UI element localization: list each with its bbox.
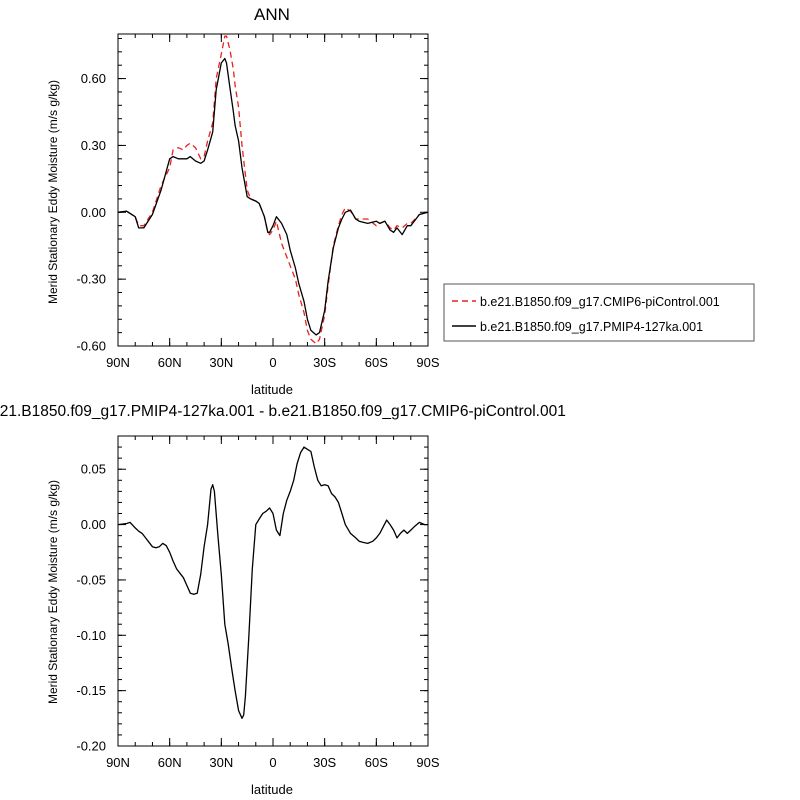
- top-chart-x-ticks: 90N 60N 30N 0 30S 60S 90S: [106, 34, 440, 370]
- bottom-x-tick-label: 0: [269, 755, 276, 770]
- bottom-chart-x-axis-label: latitude: [251, 782, 293, 797]
- bottom-chart-panel: b.e21.B1850.f09_g17.PMIP4-127ka.001 - b.…: [0, 403, 566, 797]
- bottom-x-tick-label: 60N: [158, 755, 182, 770]
- top-chart-panel: ANN 90N 60N 30N 0 30S 60S 90S 0.60 0.30 0.00 -0.3…: [46, 5, 440, 397]
- top-chart-y-ticks: 0.60 0.30 0.00 -0.30 -0.60: [76, 37, 428, 354]
- legend-label-127ka: b.e21.B1850.f09_g17.PMIP4-127ka.001: [480, 320, 703, 334]
- top-x-tick-label: 30N: [209, 355, 233, 370]
- bottom-chart-y-axis-label: Merid Stationary Eddy Moisture (m/s g/kg…: [46, 480, 60, 704]
- bottom-x-tick-label: 90N: [106, 755, 130, 770]
- top-y-tick-label: -0.30: [76, 272, 106, 287]
- top-chart-plot-area: [117, 35, 429, 345]
- bottom-chart-frame: [117, 435, 429, 747]
- top-chart-x-axis-label: latitude: [251, 382, 293, 397]
- bottom-series-line-0: [117, 446, 428, 719]
- bottom-x-tick-label: 60S: [365, 755, 388, 770]
- top-y-tick-label: 0.60: [81, 71, 106, 86]
- bottom-chart-x-ticks: 90N 60N 30N 0 30S 60S 90S: [106, 436, 440, 770]
- top-chart-title: ANN: [254, 5, 290, 24]
- bottom-y-tick-label: -0.15: [76, 683, 106, 698]
- top-series-line-0: [117, 35, 429, 345]
- bottom-x-tick-label: 30S: [313, 755, 336, 770]
- top-x-tick-label: 90S: [416, 355, 439, 370]
- bottom-y-tick-label: -0.05: [76, 572, 106, 587]
- bottom-chart-title: b.e21.B1850.f09_g17.PMIP4-127ka.001 - b.…: [0, 403, 566, 420]
- legend: b.e21.B1850.f09_g17.CMIP6-piControl.001 …: [443, 283, 755, 342]
- bottom-y-tick-label: -0.20: [76, 739, 106, 754]
- top-x-tick-label: 60S: [365, 355, 388, 370]
- legend-box: [443, 283, 755, 342]
- legend-label-picontrol: b.e21.B1850.f09_g17.CMIP6-piControl.001: [480, 295, 720, 309]
- bottom-chart-y-ticks: 0.05 0.00 -0.05 -0.10 -0.15 -0.20: [76, 435, 428, 754]
- bottom-y-tick-label: -0.10: [76, 628, 106, 643]
- top-x-tick-label: 60N: [158, 355, 182, 370]
- bottom-x-tick-label: 30N: [209, 755, 233, 770]
- top-y-tick-label: -0.60: [76, 339, 106, 354]
- bottom-chart-plot-area: [117, 446, 428, 719]
- top-x-tick-label: 0: [269, 355, 276, 370]
- bottom-y-tick-label: 0.00: [81, 517, 106, 532]
- top-chart-frame: [117, 33, 429, 347]
- top-x-tick-label: 30S: [313, 355, 336, 370]
- top-x-tick-label: 90N: [106, 355, 130, 370]
- bottom-x-tick-label: 90S: [416, 755, 439, 770]
- top-y-tick-label: 0.30: [81, 138, 106, 153]
- top-chart-y-axis-label: Merid Stationary Eddy Moisture (m/s g/kg…: [46, 80, 60, 304]
- top-series-line-1: [117, 57, 429, 336]
- bottom-y-tick-label: 0.05: [81, 462, 106, 477]
- top-y-tick-label: 0.00: [81, 205, 106, 220]
